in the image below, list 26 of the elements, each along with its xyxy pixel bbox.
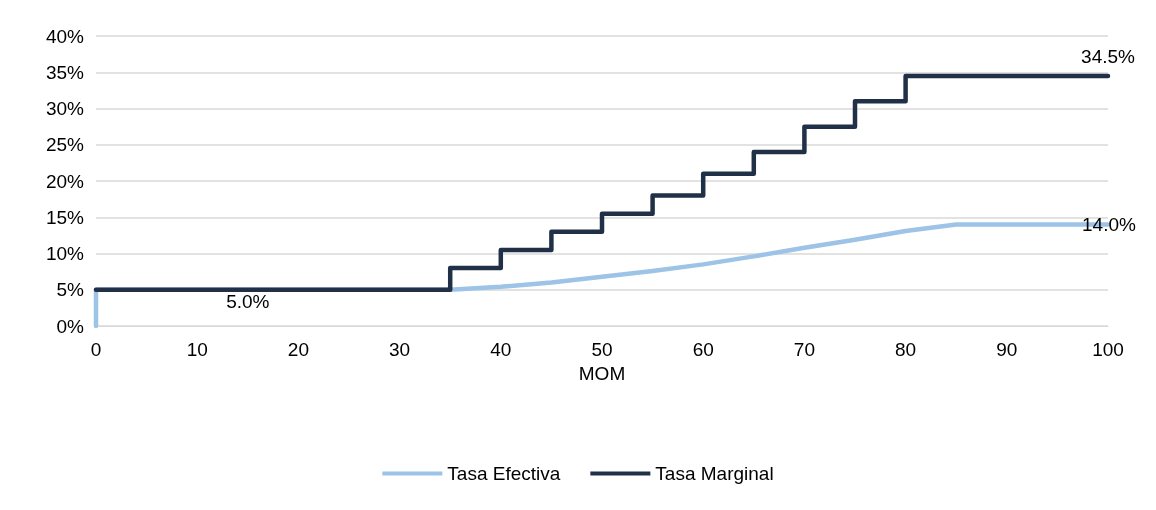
y-tick-label: 35% xyxy=(45,61,85,83)
x-tick-label: 20 xyxy=(287,339,309,360)
y-tick-label: 10% xyxy=(45,243,85,264)
x-tick-label: 30 xyxy=(389,339,411,360)
x-tick-label: 40 xyxy=(490,339,512,360)
x-tick-label: 10 xyxy=(186,339,208,360)
x-tick-label: 0 xyxy=(90,339,102,360)
y-tick-label: 25% xyxy=(45,134,85,156)
legend-label: Tasa Efectiva xyxy=(447,463,561,484)
x-tick-label: 70 xyxy=(793,339,815,360)
y-tick-label: 5% xyxy=(56,279,85,301)
y-tick-label: 15% xyxy=(45,206,85,228)
x-tick-label: 50 xyxy=(591,339,613,360)
x-axis-title: MOM xyxy=(578,363,626,384)
y-tick-label: 20% xyxy=(45,170,85,192)
x-tick-label: 60 xyxy=(692,339,714,360)
y-tick-label: 40% xyxy=(45,25,85,47)
x-tick-label: 80 xyxy=(895,339,917,360)
data-label: 34.5% xyxy=(1081,45,1136,67)
x-tick-label: 100 xyxy=(1092,339,1124,360)
y-tick-label: 30% xyxy=(45,98,85,119)
data-label: 14.0% xyxy=(1082,214,1136,235)
x-tick-label: 90 xyxy=(996,339,1018,360)
y-tick-label: 0% xyxy=(56,315,85,337)
data-label: 5.0% xyxy=(226,290,270,312)
legend-label: Tasa Marginal xyxy=(655,463,774,484)
